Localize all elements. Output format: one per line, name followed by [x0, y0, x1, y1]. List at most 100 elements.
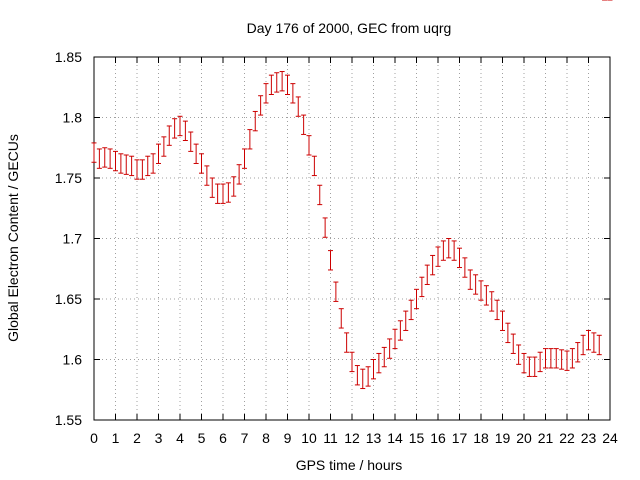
data-point [553, 348, 559, 369]
y-tick-label: 1.85 [55, 49, 82, 65]
x-tick-label: 4 [176, 430, 184, 446]
data-point [252, 110, 258, 132]
data-point [301, 114, 307, 135]
x-tick-label: 0 [90, 430, 98, 446]
data-point [532, 356, 538, 377]
gec-series [91, 0, 613, 390]
data-point [215, 183, 221, 204]
data-point [118, 153, 124, 174]
data-point [268, 74, 274, 96]
y-axis-label: Global Electron Content / GECUs [5, 134, 21, 342]
x-tick-label: 8 [262, 430, 270, 446]
data-point [263, 83, 269, 104]
data-point [328, 250, 333, 271]
x-tick-label: 20 [516, 430, 532, 446]
x-tick-label: 16 [430, 430, 446, 446]
x-tick-label: 17 [452, 430, 468, 446]
data-point [419, 276, 425, 298]
data-point [462, 257, 468, 278]
data-point [333, 281, 339, 302]
data-point [311, 155, 317, 177]
x-tick-label: 1 [112, 430, 120, 446]
data-point [564, 350, 570, 371]
data-point [113, 150, 118, 172]
data-point [467, 269, 473, 290]
data-point [344, 332, 350, 353]
data-point [360, 368, 366, 390]
data-point [199, 153, 204, 174]
data-point [258, 95, 264, 116]
data-point [134, 159, 140, 180]
chart-title: Day 176 of 2000, GEC from uqrg [247, 20, 452, 36]
x-tick-label: 21 [538, 430, 554, 446]
data-point [580, 334, 586, 356]
data-point [489, 291, 495, 312]
data-point [166, 125, 172, 146]
y-tick-label: 1.55 [55, 412, 82, 428]
x-tick-label: 3 [155, 430, 163, 446]
data-point [306, 135, 312, 156]
data-point [424, 264, 430, 285]
data-point [150, 153, 156, 174]
data-point [440, 240, 446, 261]
data-point [242, 148, 247, 169]
data-point [322, 217, 328, 238]
data-point [220, 183, 226, 204]
x-tick-label: 7 [241, 430, 249, 446]
data-point [182, 120, 188, 141]
data-point [500, 310, 505, 331]
x-tick-label: 22 [559, 430, 575, 446]
data-point [193, 143, 199, 164]
data-point [107, 148, 113, 169]
data-point [403, 310, 409, 331]
y-tick-label: 1.8 [63, 110, 83, 126]
data-point [392, 328, 398, 350]
data-point [156, 143, 161, 164]
data-point [295, 96, 301, 117]
data-point [381, 346, 387, 368]
data-point [139, 159, 145, 180]
data-point [510, 333, 516, 354]
data-point [349, 351, 355, 373]
x-tick-label: 18 [473, 430, 489, 446]
data-point [559, 349, 565, 370]
x-tick-label: 5 [198, 430, 206, 446]
data-point [285, 74, 290, 96]
data-point [91, 142, 97, 163]
data-point [290, 83, 296, 104]
data-point [586, 329, 591, 351]
data-point [435, 246, 441, 267]
data-point [204, 165, 210, 186]
data-point [123, 154, 129, 175]
data-point [526, 356, 532, 377]
data-point [247, 129, 253, 150]
data-point [338, 308, 344, 329]
data-point [483, 285, 489, 306]
data-point [408, 299, 414, 321]
data-point [172, 118, 178, 139]
x-tick-label: 6 [219, 430, 227, 446]
data-point [145, 155, 151, 177]
x-tick-label: 10 [301, 430, 317, 446]
data-point [591, 332, 597, 353]
y-tick-label: 1.7 [63, 231, 83, 247]
data-point [505, 322, 511, 344]
x-tick-label: 23 [581, 430, 597, 446]
data-point [457, 247, 462, 269]
data-point [236, 164, 242, 185]
data-point [537, 351, 543, 373]
y-tick-label: 1.65 [55, 291, 82, 307]
data-point [274, 72, 280, 93]
x-tick-label: 24 [602, 430, 618, 446]
data-point [371, 359, 376, 380]
data-point [494, 299, 500, 321]
data-point [387, 338, 393, 359]
data-point [430, 254, 436, 276]
data-point [188, 131, 194, 152]
data-point [231, 176, 237, 197]
x-tick-label: 15 [409, 430, 425, 446]
data-point [451, 240, 457, 261]
data-point [575, 342, 581, 363]
data-point [376, 352, 382, 374]
